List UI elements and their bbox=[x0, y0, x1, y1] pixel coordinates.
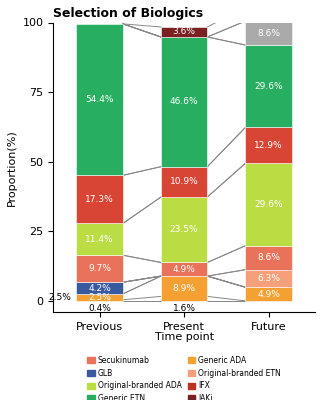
Bar bbox=[161, 167, 207, 197]
Bar bbox=[245, 270, 292, 287]
Text: 8.9%: 8.9% bbox=[173, 284, 196, 293]
Legend: Secukinumab, GLB, Original-branded ADA, Generic ETN, No preference, Generic ADA,: Secukinumab, GLB, Original-branded ADA, … bbox=[85, 354, 283, 400]
Text: 2.5%: 2.5% bbox=[88, 293, 111, 302]
Text: 23.5%: 23.5% bbox=[170, 225, 198, 234]
Bar bbox=[161, 37, 207, 167]
Text: 10.9%: 10.9% bbox=[170, 177, 199, 186]
X-axis label: Time point: Time point bbox=[155, 332, 214, 342]
Text: 6.3%: 6.3% bbox=[257, 274, 280, 283]
Text: 4.9%: 4.9% bbox=[257, 10, 280, 19]
Bar bbox=[76, 175, 123, 224]
Text: 46.6%: 46.6% bbox=[170, 97, 198, 106]
Bar bbox=[161, 262, 207, 276]
Text: 1.6%: 1.6% bbox=[173, 304, 196, 313]
Bar bbox=[76, 224, 123, 255]
Text: Selection of Biologics: Selection of Biologics bbox=[53, 7, 204, 20]
Bar bbox=[161, 27, 207, 37]
Text: 17.3%: 17.3% bbox=[85, 195, 114, 204]
Bar bbox=[76, 255, 123, 282]
Bar bbox=[161, 197, 207, 262]
Text: 0.4%: 0.4% bbox=[88, 304, 111, 313]
Bar bbox=[245, 246, 292, 270]
Text: 4.9%: 4.9% bbox=[257, 290, 280, 298]
Bar bbox=[245, 8, 292, 21]
Text: 11.4%: 11.4% bbox=[85, 235, 114, 244]
Bar bbox=[245, 287, 292, 301]
Bar bbox=[245, 128, 292, 163]
Bar bbox=[76, 24, 123, 175]
Bar bbox=[161, 276, 207, 301]
Text: 12.9%: 12.9% bbox=[254, 141, 283, 150]
Bar bbox=[245, 45, 292, 128]
Text: 3.6%: 3.6% bbox=[173, 28, 196, 36]
Text: 54.4%: 54.4% bbox=[85, 95, 114, 104]
Y-axis label: Proportion(%): Proportion(%) bbox=[7, 129, 17, 206]
Text: 4.2%: 4.2% bbox=[88, 284, 111, 292]
Bar bbox=[245, 163, 292, 246]
Text: 4.9%: 4.9% bbox=[173, 265, 195, 274]
Bar bbox=[76, 294, 123, 301]
Text: 9.7%: 9.7% bbox=[88, 264, 111, 273]
Text: 29.6%: 29.6% bbox=[254, 200, 283, 209]
Bar bbox=[76, 282, 123, 294]
Bar bbox=[245, 21, 292, 45]
Text: 8.6%: 8.6% bbox=[257, 28, 280, 38]
Text: 2.5%: 2.5% bbox=[49, 293, 71, 302]
Text: 29.6%: 29.6% bbox=[254, 82, 283, 91]
Text: 8.6%: 8.6% bbox=[257, 253, 280, 262]
